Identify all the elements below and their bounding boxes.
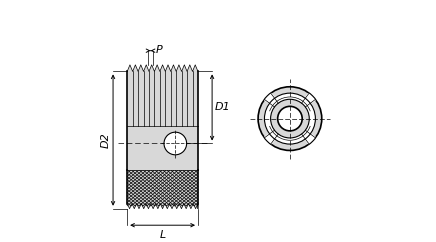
Circle shape <box>265 93 315 144</box>
Polygon shape <box>127 171 198 209</box>
Wedge shape <box>290 119 316 144</box>
Circle shape <box>271 99 309 138</box>
Wedge shape <box>264 93 290 119</box>
Polygon shape <box>127 65 198 171</box>
Circle shape <box>278 106 302 131</box>
Wedge shape <box>264 119 290 144</box>
Circle shape <box>258 87 322 151</box>
Circle shape <box>164 132 187 155</box>
Bar <box>127 126 198 171</box>
Text: P: P <box>156 45 163 54</box>
Wedge shape <box>290 93 316 119</box>
Text: L: L <box>160 230 166 240</box>
Text: D2: D2 <box>100 132 110 148</box>
Text: D1: D1 <box>215 102 230 113</box>
